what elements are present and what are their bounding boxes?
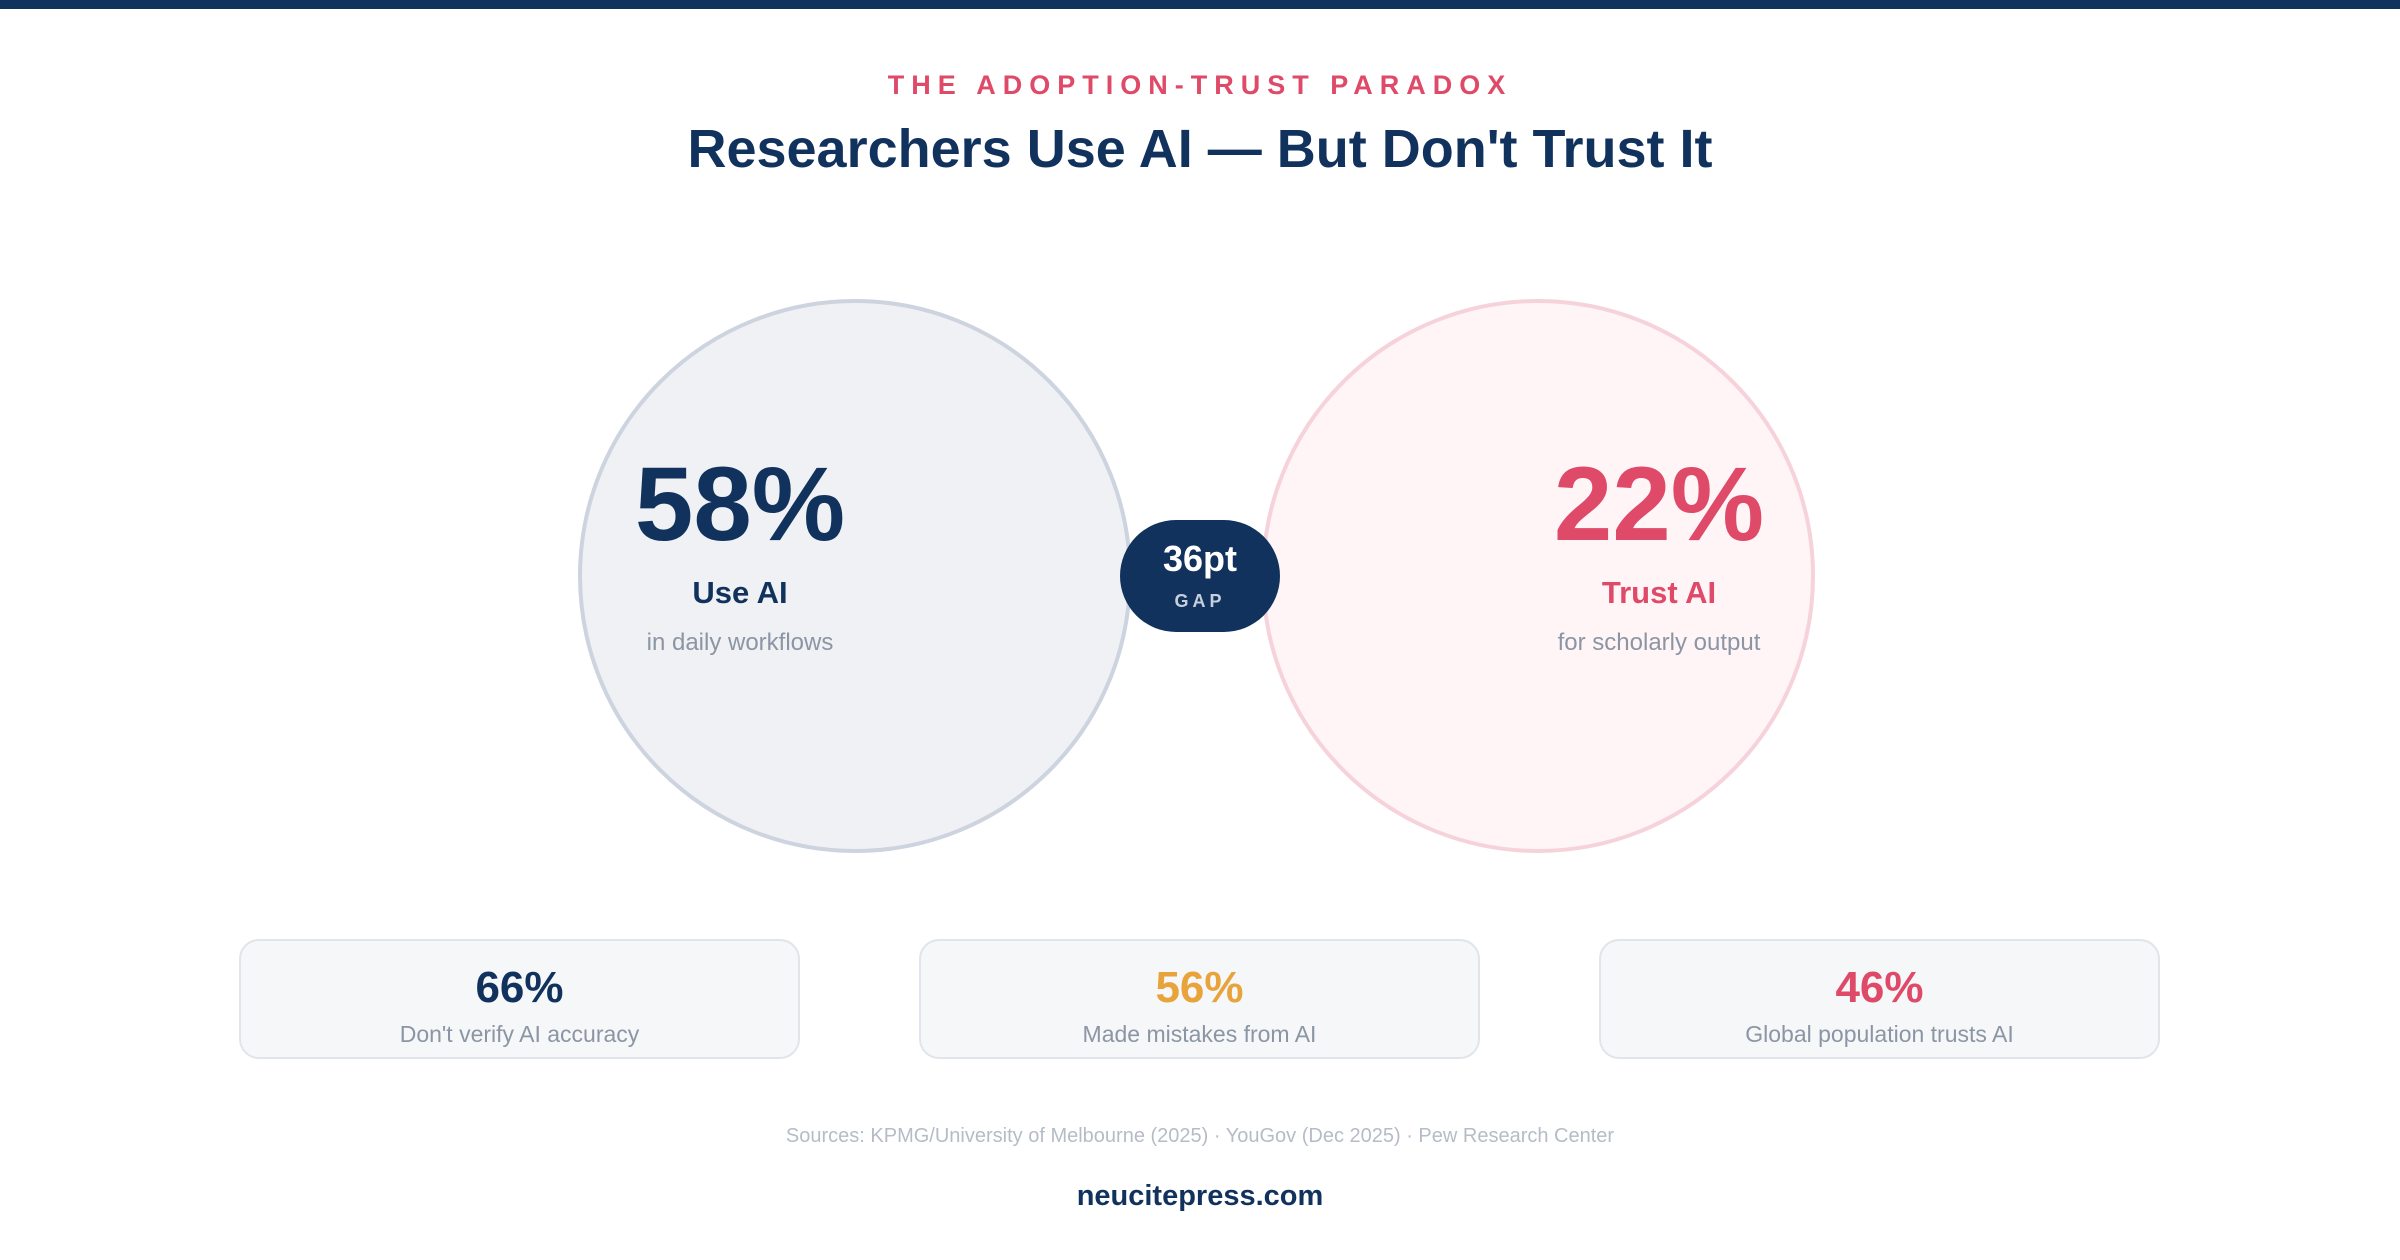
gap-value: 36pt	[1162, 538, 1238, 579]
trust-ai-percentage: 22%	[1553, 446, 1765, 563]
stat-card-verify: 66% Don't verify AI accuracy	[239, 939, 800, 1059]
stat-card-text: Global population trusts AI	[1745, 1021, 2014, 1047]
gap-label: GAP	[1174, 591, 1226, 611]
trust-ai-subtext: for scholarly output	[1557, 629, 1761, 656]
stat-card-value: 46%	[1835, 963, 1924, 1012]
use-ai-label: Use AI	[692, 575, 788, 610]
stat-card-global-trust: 46% Global population trusts AI	[1599, 939, 2160, 1059]
top-accent-bar	[0, 0, 2400, 9]
use-ai-percentage: 58%	[634, 446, 846, 563]
gap-badge: 36pt GAP	[1120, 520, 1280, 632]
stat-card-text: Made mistakes from AI	[1082, 1021, 1317, 1047]
stat-card-value: 66%	[475, 963, 564, 1012]
trust-ai-label: Trust AI	[1601, 575, 1717, 610]
sources-note: Sources: KPMG/University of Melbourne (2…	[785, 1125, 1615, 1147]
stat-card-mistakes: 56% Made mistakes from AI	[919, 939, 1480, 1059]
use-ai-subtext: in daily workflows	[646, 629, 834, 656]
stat-card-value: 56%	[1155, 963, 1244, 1012]
stat-card-text: Don't verify AI accuracy	[399, 1021, 640, 1047]
page-title: Researchers Use AI — But Don't Trust It	[687, 119, 1713, 179]
eyebrow-heading: THE ADOPTION-TRUST PARADOX	[887, 70, 1513, 100]
site-link[interactable]: neucitepress.com	[1076, 1180, 1324, 1212]
use-ai-circle	[578, 299, 1132, 853]
trust-ai-circle	[1261, 299, 1815, 853]
